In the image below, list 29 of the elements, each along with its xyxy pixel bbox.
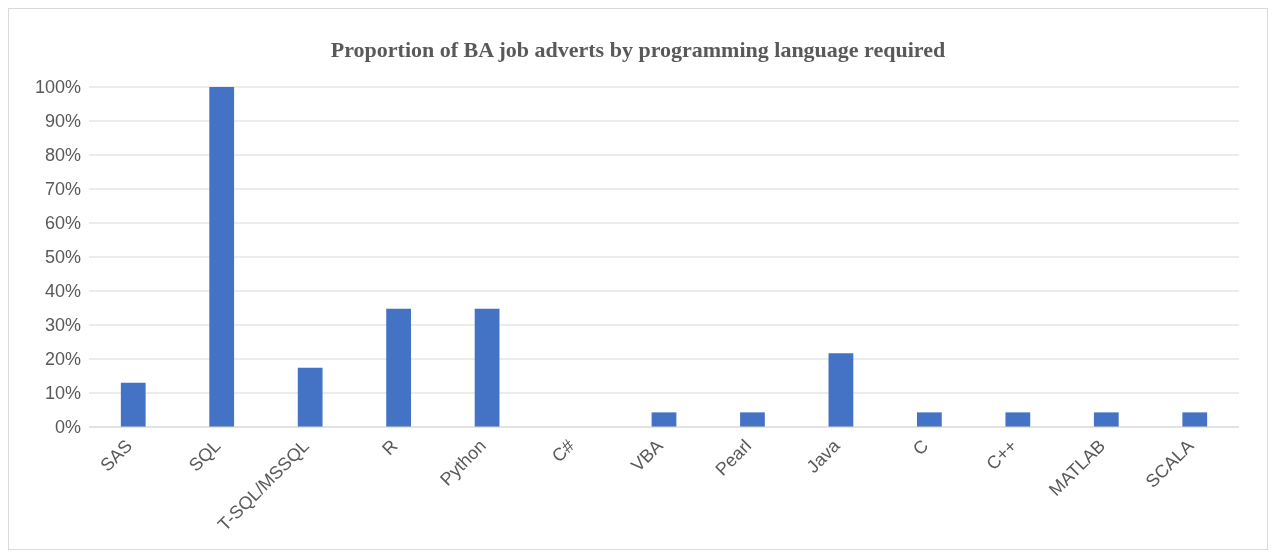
bar <box>651 412 677 427</box>
y-tick-label: 60% <box>44 213 81 234</box>
y-tick-label: 30% <box>44 315 81 336</box>
bar <box>1093 412 1119 427</box>
bar <box>386 308 411 427</box>
x-tick-label: C <box>908 435 933 460</box>
x-tick-label: R <box>378 435 402 460</box>
y-tick-label: 20% <box>44 349 81 370</box>
x-tick-label: C++ <box>982 435 1021 474</box>
y-tick-label: 40% <box>44 281 81 302</box>
bar <box>209 87 235 427</box>
y-tick-label: 80% <box>44 145 81 166</box>
x-tick-label: VBA <box>627 435 667 476</box>
bar <box>120 382 146 427</box>
y-tick-label: 70% <box>44 179 81 200</box>
bar <box>740 412 765 427</box>
bar <box>917 412 942 427</box>
y-tick-label: 0% <box>54 417 81 438</box>
bar <box>828 353 854 427</box>
bar <box>1182 412 1208 427</box>
x-tick-label: C# <box>547 435 579 467</box>
bar <box>1005 412 1031 427</box>
chart-title: Proportion of BA job adverts by programming language required <box>329 36 947 64</box>
bar <box>474 308 500 427</box>
y-tick-label: 100% <box>34 77 81 98</box>
y-tick-label: 90% <box>44 111 81 132</box>
y-tick-label: 50% <box>44 247 81 268</box>
bar <box>297 367 323 427</box>
y-tick-label: 10% <box>44 383 81 404</box>
